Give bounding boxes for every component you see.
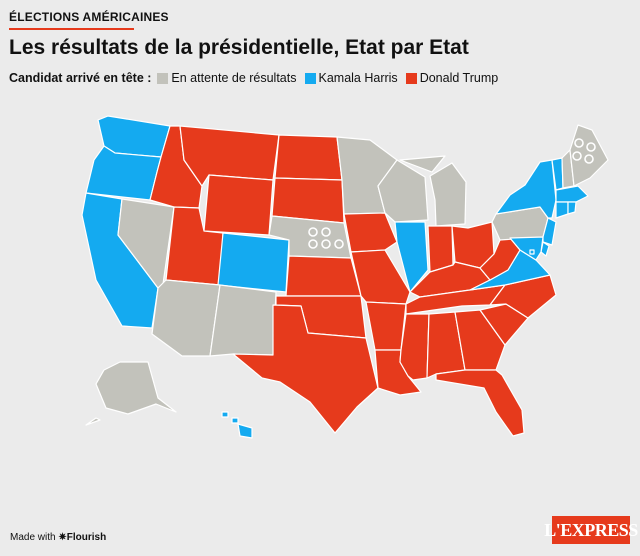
state-ND[interactable] [274,134,343,181]
us-election-map [81,115,609,439]
state-GA[interactable] [454,309,506,371]
section-kicker: ÉLECTIONS AMÉRICAINES [9,10,169,24]
state-IA[interactable] [343,212,398,253]
made-with-text: Made with [10,532,56,543]
state-RI[interactable] [567,201,577,215]
state-AZ[interactable] [151,279,221,357]
legend-swatch-trump [405,72,417,84]
state-HI[interactable] [221,411,253,439]
legend-swatch-pending [157,72,169,84]
state-DC[interactable] [529,249,535,255]
district-marker [584,154,594,164]
state-NM[interactable] [209,284,277,357]
flourish-brand: ✷Flourish [58,532,107,543]
state-CO[interactable] [217,232,290,293]
district-marker [586,142,596,152]
state-WI[interactable] [377,159,429,223]
state-SD[interactable] [271,177,345,224]
state-NY[interactable] [495,159,557,219]
legend-text-pending: En attente de résultats [171,71,297,85]
district-marker [321,227,331,237]
legend-text-trump: Donald Trump [419,71,499,85]
legend-item-pending[interactable]: En attente de résultats [157,71,297,85]
state-IN[interactable] [427,225,454,273]
lexpress-logo[interactable]: L'EXPRESS [544,516,638,544]
hawaii-island-3 [237,423,253,439]
legend: Candidat arrivé en tête : En attente de … [9,71,506,85]
state-MS[interactable] [399,313,430,381]
district-markers-maine [572,138,596,164]
state-MI[interactable] [399,155,467,227]
district-marker [574,138,584,148]
state-TX[interactable] [232,304,379,434]
legend-swatch-harris [304,72,316,84]
district-marker [321,239,331,249]
legend-item-trump[interactable]: Donald Trump [405,71,499,85]
district-marker [308,227,318,237]
hawaii-island-2 [231,417,239,424]
hawaii-island-1 [221,411,229,418]
kicker-underline [9,28,134,30]
district-markers-nebraska [308,227,344,249]
state-FL[interactable] [435,369,525,437]
district-marker [572,151,582,161]
state-MA[interactable] [555,185,589,203]
legend-item-harris[interactable]: Kamala Harris [304,71,398,85]
district-marker [334,239,344,249]
footer-credit[interactable]: Made with ✷Flourish [10,532,106,543]
state-CT[interactable] [555,201,569,219]
state-KS[interactable] [285,255,362,297]
legend-label: Candidat arrivé en tête : [9,71,152,85]
district-marker [308,239,318,249]
legend-text-harris: Kamala Harris [318,71,398,85]
state-WY[interactable] [203,174,274,236]
state-AK[interactable] [85,361,177,426]
state-MD[interactable] [509,236,544,261]
state-AR[interactable] [365,301,407,351]
state-IL[interactable] [394,221,429,293]
page-title: Les résultats de la présidentielle, Etat… [9,36,469,59]
state-NJ[interactable] [542,217,557,246]
